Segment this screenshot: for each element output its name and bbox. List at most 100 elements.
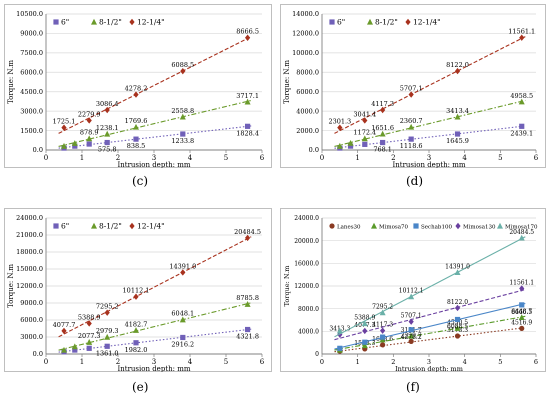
- data-label: 1769.6: [125, 117, 148, 125]
- data-point: [519, 34, 525, 41]
- data-label: 10112.1: [399, 288, 424, 295]
- data-point: [86, 141, 92, 147]
- trend-line-4: [334, 236, 526, 338]
- data-label: 5707.1: [401, 313, 422, 320]
- data-label: 8785.8: [236, 294, 259, 302]
- data-point: [408, 136, 414, 142]
- data-label: 10112.1: [123, 287, 150, 295]
- data-label: 5388.9: [354, 314, 375, 321]
- data-point: [362, 339, 368, 345]
- data-point: [379, 309, 386, 316]
- data-point: [519, 123, 525, 129]
- data-point: [104, 130, 111, 137]
- data-label: 1118.6: [400, 142, 423, 150]
- legend-marker: [497, 222, 503, 229]
- data-point: [454, 131, 461, 137]
- data-label: 6088.5: [171, 61, 194, 69]
- data-point: [337, 345, 343, 351]
- x-tick-label: 2: [391, 154, 395, 162]
- data-point: [408, 327, 414, 333]
- data-label: 4117.3: [372, 322, 393, 329]
- x-axis-label: Intrusion depth: mm: [117, 161, 190, 168]
- x-tick-label: 1: [80, 154, 84, 162]
- data-label: 6448.7: [511, 308, 532, 315]
- data-point: [336, 327, 343, 334]
- y-tick-label: 8000.0: [296, 68, 319, 76]
- chart-c: 0.0 1500.0 3000.0 4500.0 6000.0 7500.0 9000.0 1…: [4, 4, 272, 168]
- data-point: [408, 123, 415, 130]
- y-tick-label: 6000.0: [20, 316, 43, 324]
- data-point: [86, 339, 93, 345]
- data-label: 3717.1: [236, 92, 259, 100]
- data-point: [133, 91, 139, 98]
- data-label: 2916.2: [171, 340, 194, 348]
- data-point: [104, 309, 110, 316]
- data-point: [61, 142, 67, 149]
- data-label: 4182.7: [125, 320, 148, 328]
- legend-label: Mimosa70: [379, 225, 409, 231]
- data-label: 1828.4: [236, 129, 259, 137]
- data-point: [454, 333, 461, 339]
- x-tick-label: 0: [320, 154, 324, 162]
- x-axis-label: Intrusion depth: mm: [395, 365, 463, 372]
- x-tick-label: 4: [188, 358, 193, 366]
- data-label: 20484.5: [234, 228, 261, 236]
- y-axis-label: Torque: N.m: [7, 264, 15, 308]
- chart-panel-d: 0.0 2000.0 4000.0 6000.0 8000.0 10000.0 12000.…: [280, 4, 546, 168]
- data-label: 2360.7: [400, 117, 423, 125]
- data-point: [380, 139, 386, 146]
- chart-panel-e: 0.0 3000.0 6000.0 9000.0 12000.0 15000.0 18000…: [4, 208, 272, 372]
- data-point: [104, 333, 111, 340]
- data-label: 6088.5: [447, 323, 468, 330]
- data-point: [104, 106, 110, 114]
- data-point: [72, 143, 78, 149]
- data-label: 1233.8: [171, 137, 194, 145]
- y-tick-label: 12000.0: [16, 282, 43, 290]
- legend-label: 12-1/4": [413, 18, 441, 27]
- data-point: [180, 269, 186, 276]
- x-tick-label: 3: [152, 154, 156, 162]
- x-tick-label: 6: [260, 358, 265, 366]
- y-tick-label: 1500.0: [20, 127, 43, 135]
- data-label: 878.9: [80, 129, 99, 137]
- caption-c: (c): [132, 174, 149, 188]
- x-tick-label: 4: [463, 358, 467, 366]
- x-tick-label: 5: [224, 358, 228, 366]
- data-label: 838.5: [127, 142, 146, 150]
- y-tick-label: 14000.0: [292, 10, 319, 18]
- data-point: [72, 347, 78, 353]
- legend-marker: [129, 18, 135, 26]
- legend-marker: [455, 222, 461, 230]
- data-point: [408, 293, 415, 300]
- y-tick-label: 6000.0: [296, 88, 319, 96]
- data-point: [71, 343, 78, 350]
- data-label: 768.1: [373, 146, 392, 154]
- data-point: [86, 320, 92, 327]
- caption-d: (d): [406, 174, 424, 188]
- data-point: [61, 327, 67, 335]
- legend-label: 8-1/2": [99, 222, 122, 231]
- chart-d: 0.0 2000.0 4000.0 6000.0 8000.0 10000.0 12000.…: [280, 4, 546, 168]
- data-label: 4117.3: [371, 100, 394, 108]
- y-tick-label: 3000.0: [20, 333, 43, 341]
- x-tick-label: 1: [80, 358, 84, 366]
- y-tick-label: 15000.0: [16, 265, 43, 273]
- y-tick-label: 18000.0: [16, 248, 43, 256]
- data-point: [133, 293, 139, 300]
- x-tick-label: 1: [356, 358, 360, 366]
- data-point: [133, 340, 139, 346]
- data-point: [518, 314, 525, 321]
- data-point: [454, 304, 461, 312]
- data-label: 11561.1: [508, 28, 535, 36]
- data-label: 1238.1: [96, 124, 119, 132]
- x-tick-label: 5: [224, 154, 228, 162]
- data-point: [408, 332, 415, 339]
- x-tick-label: 2: [391, 358, 395, 366]
- data-label: 4278.2: [401, 334, 422, 341]
- data-point: [61, 346, 67, 353]
- data-point: [347, 143, 354, 149]
- data-point: [104, 139, 110, 146]
- data-point: [408, 338, 414, 344]
- chart-panel-f: 0 4000.0 8000.0 12000.0 16000.0 20000.0 24000.…: [280, 208, 546, 372]
- x-tick-label: 5: [498, 358, 502, 366]
